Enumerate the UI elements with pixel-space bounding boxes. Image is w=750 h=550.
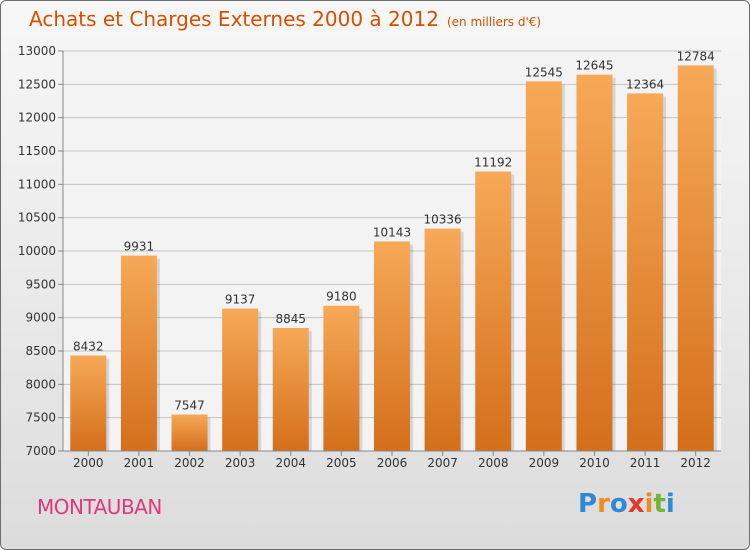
bar (374, 241, 410, 451)
y-tick-label: 11500 (18, 144, 56, 158)
bar (525, 81, 562, 451)
title-text: Achats et Charges Externes 2000 à 2012 (29, 7, 439, 31)
bar (475, 171, 512, 452)
data-labels: 8432 9931 7547 9137 8845 9180 10143 10336 11192 1… (73, 49, 715, 412)
data-label: 9137 (225, 293, 256, 307)
axes: 7000 7500 8000 8500 9000 9500 10000 10500 11000 1… (18, 44, 721, 470)
bar (222, 308, 259, 451)
y-tick-label: 13000 (18, 44, 56, 58)
data-label: 12545 (525, 65, 563, 79)
x-tick-label: 2004 (275, 456, 306, 470)
bar (424, 228, 461, 451)
y-tick-label: 8500 (25, 344, 56, 358)
x-tick-label: 2010 (579, 456, 610, 470)
data-label: 12645 (575, 59, 613, 73)
data-label: 8845 (275, 312, 306, 326)
data-label: 12364 (626, 77, 664, 91)
data-label: 12784 (677, 49, 715, 63)
chart-title: Achats et Charges Externes 2000 à 2012 (e… (29, 7, 541, 31)
x-tick-label: 2009 (529, 456, 560, 470)
data-label: 9931 (124, 240, 155, 254)
data-label: 10336 (424, 213, 462, 227)
x-tick-label: 2008 (478, 456, 509, 470)
x-tick-label: 2011 (630, 456, 661, 470)
bar (272, 328, 309, 451)
data-label: 11192 (474, 156, 512, 170)
bar (171, 414, 208, 451)
data-label: 8432 (73, 340, 104, 354)
x-tick-label: 2002 (174, 456, 205, 470)
bar (576, 74, 613, 452)
y-tick-label: 7000 (25, 444, 56, 458)
bar (627, 93, 664, 452)
bar (70, 355, 107, 451)
x-tick-label: 2007 (427, 456, 458, 470)
data-label: 7547 (174, 399, 205, 413)
proxiti-logo: Proxiti (578, 489, 675, 519)
x-tick-label: 2001 (124, 456, 155, 470)
y-tick-label: 9500 (25, 277, 56, 291)
y-tick-label: 7500 (25, 411, 56, 425)
bars (70, 65, 717, 452)
data-label: 9180 (326, 290, 357, 304)
y-tick-label: 12500 (18, 77, 56, 91)
y-tick-label: 11000 (18, 177, 56, 191)
city-name: MONTAUBAN (37, 495, 162, 519)
y-tick-label: 12000 (18, 111, 56, 125)
x-tick-label: 2005 (326, 456, 357, 470)
chart-subtitle: (en milliers d'€) (446, 15, 542, 29)
y-tick-label: 8000 (25, 377, 56, 391)
y-tick-label: 10000 (18, 244, 56, 258)
y-tick-label: 9000 (25, 311, 56, 325)
data-label: 10143 (373, 225, 411, 239)
x-tick-label: 2006 (377, 456, 408, 470)
x-tick-label: 2000 (73, 456, 104, 470)
bar (323, 305, 360, 451)
x-tick-label: 2003 (225, 456, 256, 470)
y-tick-label: 10500 (18, 211, 56, 225)
bar (120, 255, 157, 451)
bar (677, 65, 714, 452)
x-tick-label: 2012 (680, 456, 711, 470)
